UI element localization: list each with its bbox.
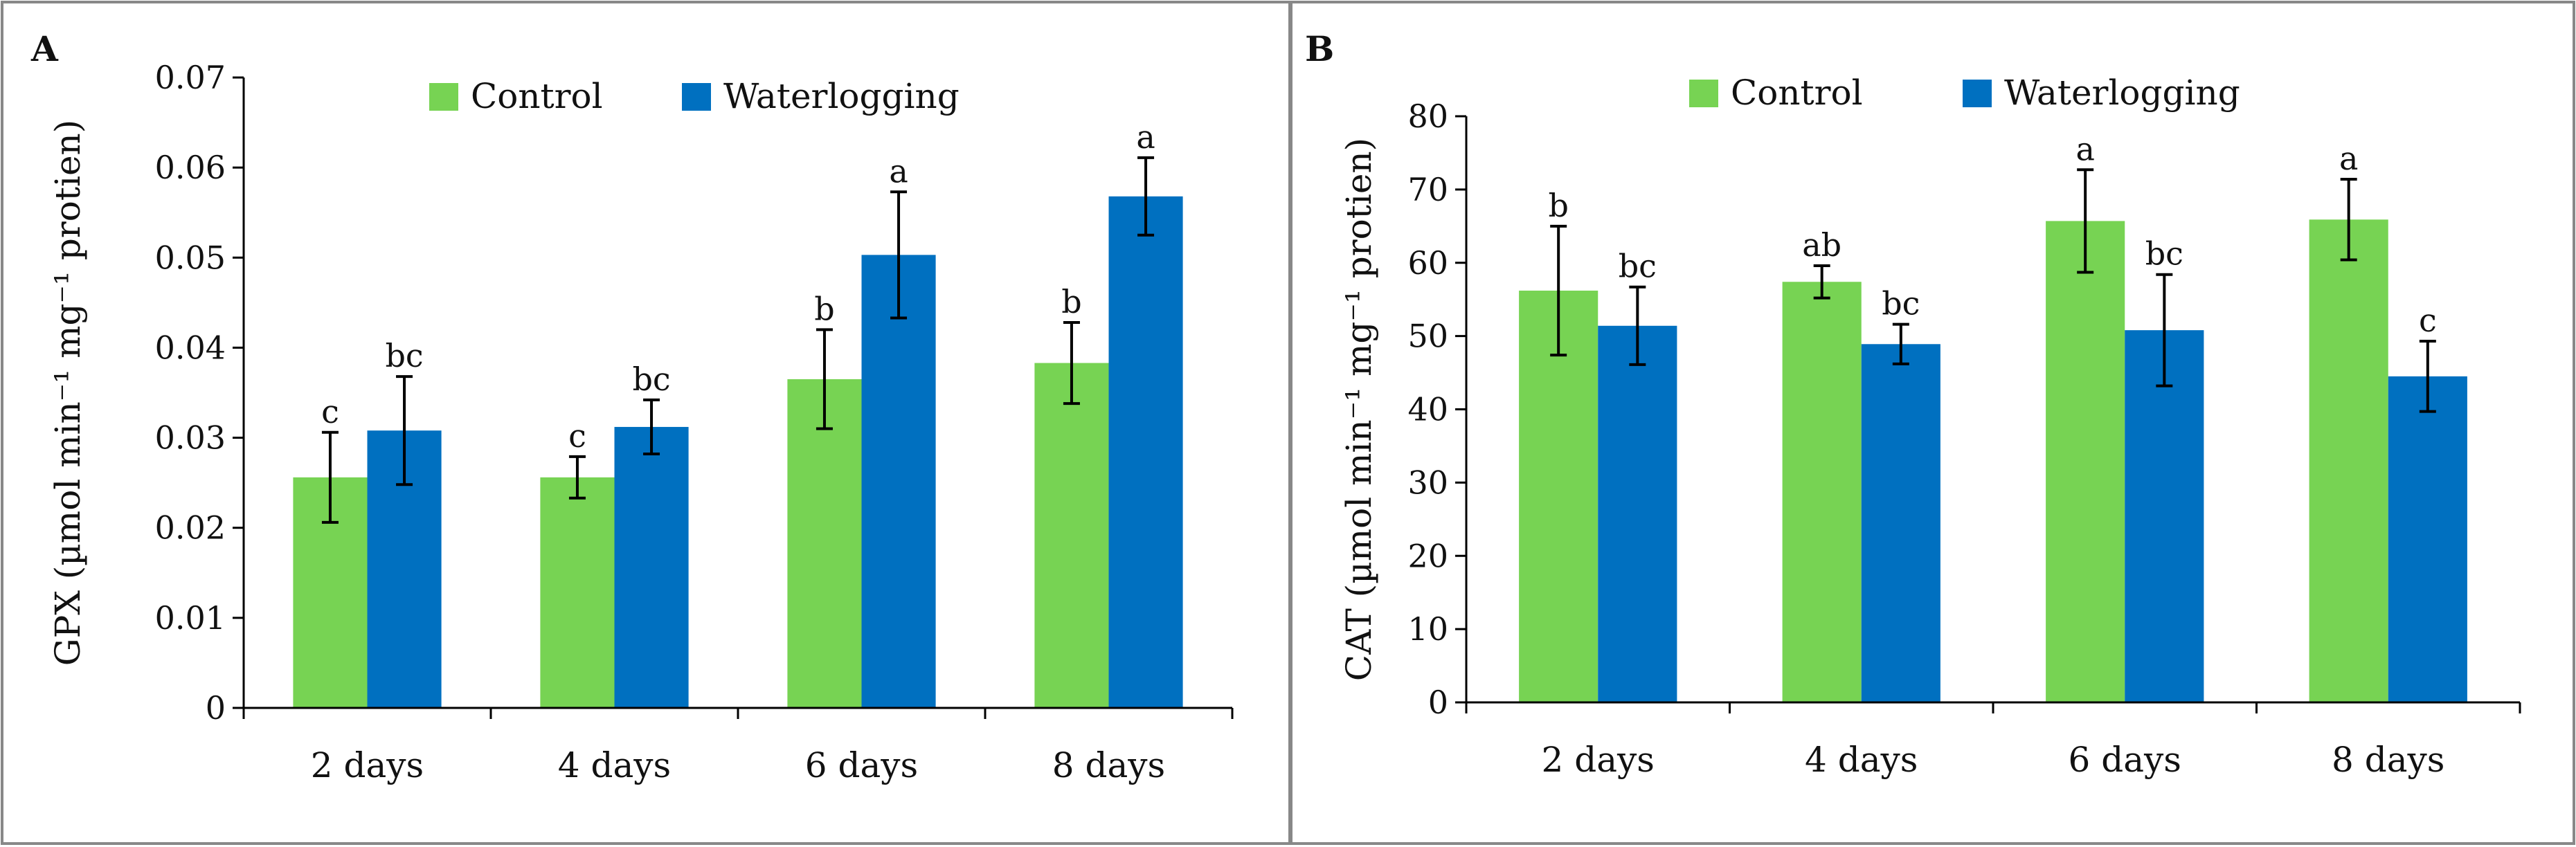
panel-a-y-tick-label: 0.03 [155, 419, 226, 457]
panel-b-y-axis-title: CAT (µmol min⁻¹ mg⁻¹ protien) [1339, 138, 1379, 681]
panel-b-x-category-label: 4 days [1805, 740, 1918, 780]
panel-a-y-tick-label: 0.06 [155, 149, 226, 186]
panel-a-significance-label: a [1136, 118, 1155, 156]
panel-a-y-tick-label: 0.04 [155, 329, 226, 366]
panel-b-letter: B [1305, 28, 1334, 69]
chart-panel-b: B CAT (µmol min⁻¹ mg⁻¹ protien) 0 10 20 30 40 5… [1305, 28, 2521, 780]
panel-b-legend-swatch-waterlogging [1963, 80, 1992, 107]
panel-b-y-tick-label: 10 [1407, 610, 1448, 648]
panel-b-y-tick-label: 80 [1407, 98, 1448, 135]
panel-a-y-tick-label: 0.07 [155, 59, 226, 96]
panel-a-bar-waterlogging [614, 426, 689, 708]
panel-a-significance-label: bc [385, 337, 423, 374]
panel-a-significance-label: b [1061, 283, 1081, 320]
panel-b-significance-label: b [1548, 187, 1568, 224]
panel-a-y-tick-label: 0 [206, 689, 226, 727]
panel-a-bar-waterlogging [861, 255, 936, 708]
panel-a-legend-swatch-waterlogging [682, 83, 711, 111]
panel-a-y-tick-label: 0.01 [155, 599, 226, 637]
panel-a-bar-control [540, 477, 615, 708]
panel-a-y-tick-label: 0.05 [155, 239, 226, 276]
panel-b-legend-label-waterlogging: Waterlogging [2004, 73, 2240, 113]
panel-a-x-category-label: 8 days [1052, 745, 1165, 785]
panel-a-letter: A [30, 28, 59, 69]
chart-panel-a: A GPX (µmol min⁻¹ mg⁻¹ protien) 0 0.01 0.02 0… [30, 28, 1234, 785]
panel-a-x-category-label: 2 days [311, 745, 424, 785]
panel-a-significance-label: b [814, 290, 834, 327]
panel-b-y-tick-label: 60 [1407, 244, 1448, 282]
panel-b-y-tick-label: 50 [1407, 318, 1448, 355]
panel-b-bar-waterlogging [1861, 344, 1940, 702]
panel-b-significance-label: a [2075, 130, 2094, 167]
panel-a-significance-label: bc [632, 361, 670, 398]
panel-b-bar-control [1519, 290, 1598, 702]
panel-b-y-tick-label: 40 [1407, 391, 1448, 428]
panel-a-significance-label: c [321, 393, 339, 430]
panel-b-y-tick-label: 0 [1428, 684, 1448, 721]
panel-b-significance-label: bc [1882, 285, 1920, 322]
panel-b-legend-swatch-control [1689, 80, 1718, 107]
panel-b-y-tick-label: 70 [1407, 171, 1448, 208]
panel-a-y-tick-label: 0.02 [155, 509, 226, 547]
panel-b-y-tick-label: 30 [1407, 464, 1448, 501]
panel-a-bar-control [787, 379, 862, 708]
panel-a-bar-waterlogging [1108, 196, 1183, 708]
panel-a-x-category-label: 4 days [558, 745, 671, 785]
panel-b-y-tick-label: 20 [1407, 537, 1448, 574]
panel-b-significance-label: c [2419, 302, 2437, 339]
panel-b-significance-label: bc [2145, 235, 2183, 273]
panel-b-x-category-label: 8 days [2332, 740, 2444, 780]
panel-a-bar-control [1034, 363, 1109, 708]
panel-b-significance-label: bc [1619, 248, 1657, 285]
panel-a-legend-label-waterlogging: Waterlogging [723, 76, 960, 116]
panel-b-significance-label: ab [1802, 226, 1841, 264]
panel-a-x-category-label: 6 days [805, 745, 918, 785]
panel-b-legend-label-control: Control [1731, 73, 1863, 113]
panel-a-legend-label-control: Control [471, 76, 603, 116]
panel-b-x-category-label: 6 days [2069, 740, 2181, 780]
panel-a-legend-swatch-control [429, 83, 458, 111]
panel-b-bar-control [2046, 221, 2125, 702]
panel-b-bar-waterlogging [2388, 376, 2467, 702]
panel-b-bar-control [2309, 219, 2388, 702]
panel-b-significance-label: a [2339, 140, 2358, 177]
panel-b-frame [1290, 1, 2575, 845]
panel-a-y-axis-title: GPX (µmol min⁻¹ mg⁻¹ protien) [48, 120, 88, 666]
panel-b-x-category-label: 2 days [1542, 740, 1655, 780]
panel-b-bar-control [1782, 282, 1862, 703]
panel-b-bar-waterlogging [2125, 330, 2204, 702]
panel-a-significance-label: a [889, 152, 908, 190]
panel-b-bar-waterlogging [1598, 325, 1677, 702]
panel-a-significance-label: c [568, 417, 586, 455]
